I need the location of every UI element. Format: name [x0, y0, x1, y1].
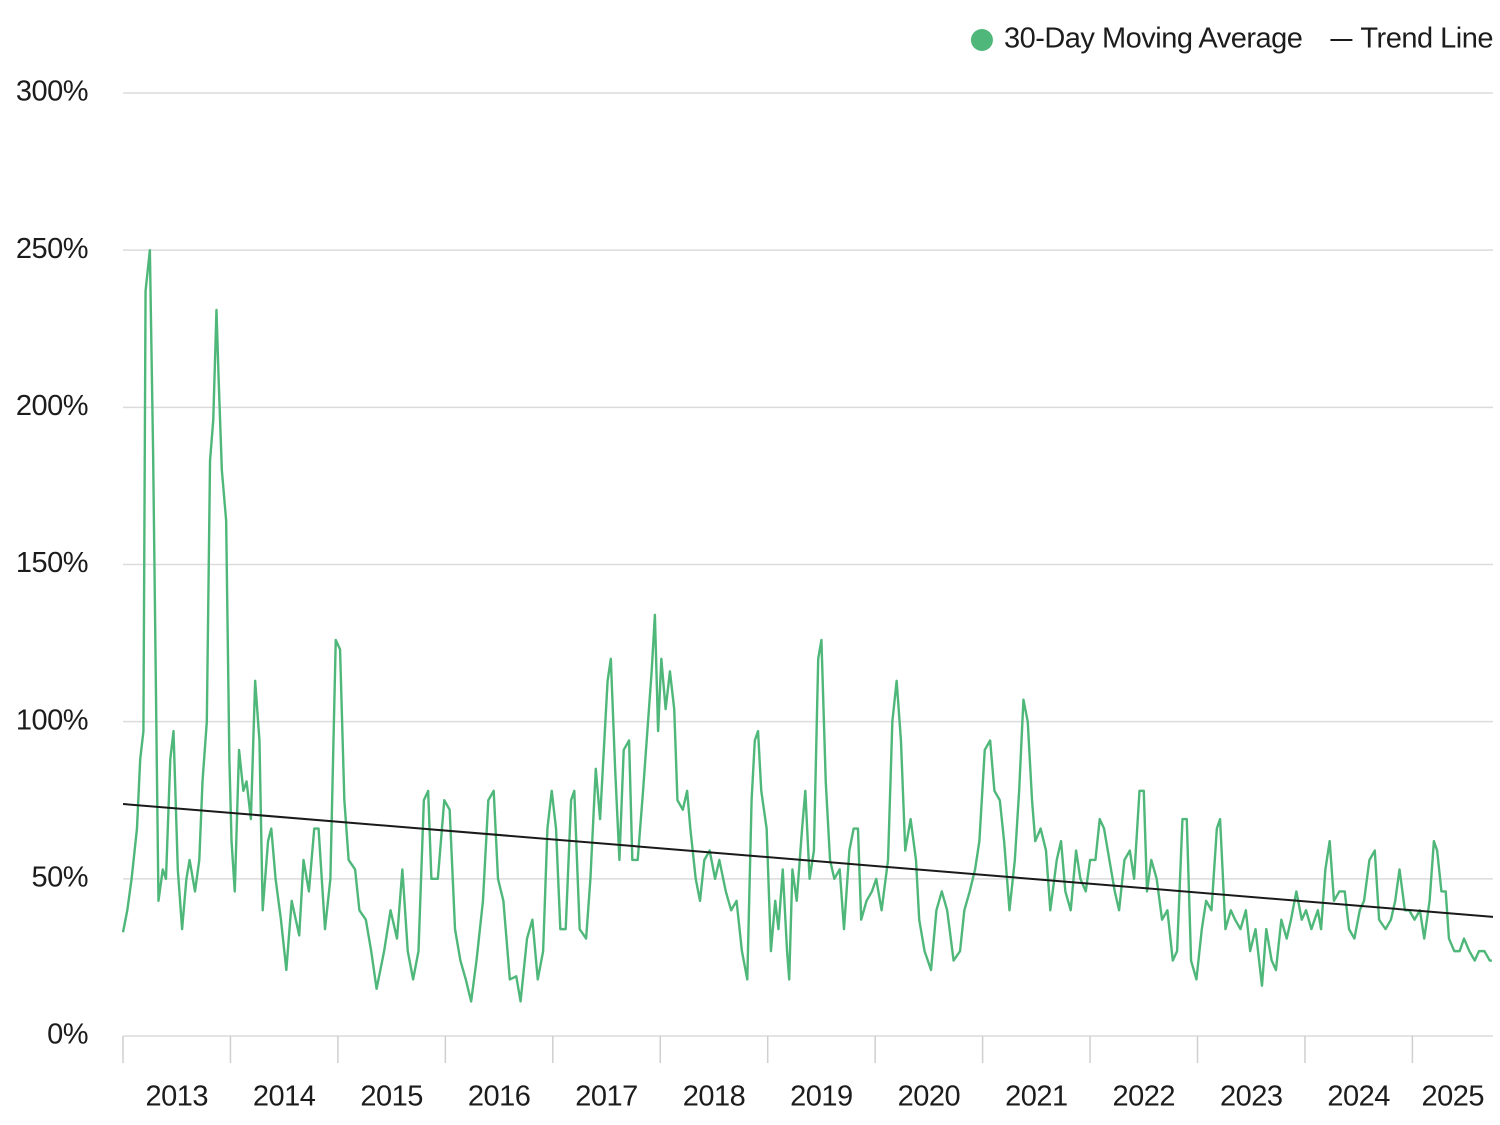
- legend-label: Trend Line: [1360, 23, 1493, 55]
- data-line: [121, 248, 1492, 1003]
- trend-line: [122, 803, 1494, 918]
- legend-label: 30-Day Moving Average: [1004, 23, 1302, 55]
- x-tick-label: 2018: [683, 1081, 746, 1113]
- x-tick-label: 2014: [253, 1081, 316, 1113]
- x-tick-label: 2021: [1005, 1081, 1068, 1113]
- x-tick-label: 2025: [1421, 1081, 1484, 1113]
- legend: Trend Line 30-Day Moving Average: [970, 23, 1494, 55]
- y-tick-label: 100%: [16, 704, 88, 736]
- y-tick-label: 0%: [47, 1019, 88, 1051]
- x-tick-label: 2024: [1327, 1081, 1390, 1113]
- x-tick-label: 2013: [145, 1081, 208, 1113]
- y-tick-label: 300%: [16, 76, 88, 108]
- y-tick-label: 150%: [16, 547, 88, 579]
- x-tick-label: 2015: [360, 1081, 423, 1113]
- x-tick-label: 2017: [575, 1081, 638, 1113]
- y-tick-label: 250%: [16, 233, 88, 265]
- legend-swatch: [970, 29, 993, 51]
- x-tick-label: 2023: [1220, 1081, 1283, 1113]
- x-tick-label: 2022: [1113, 1081, 1176, 1113]
- x-tick-label: 2020: [898, 1081, 961, 1113]
- y-tick-label: 200%: [16, 390, 88, 422]
- y-tick-label: 50%: [31, 861, 88, 893]
- x-tick-label: 2019: [790, 1081, 853, 1113]
- x-tick-label: 2016: [468, 1081, 531, 1113]
